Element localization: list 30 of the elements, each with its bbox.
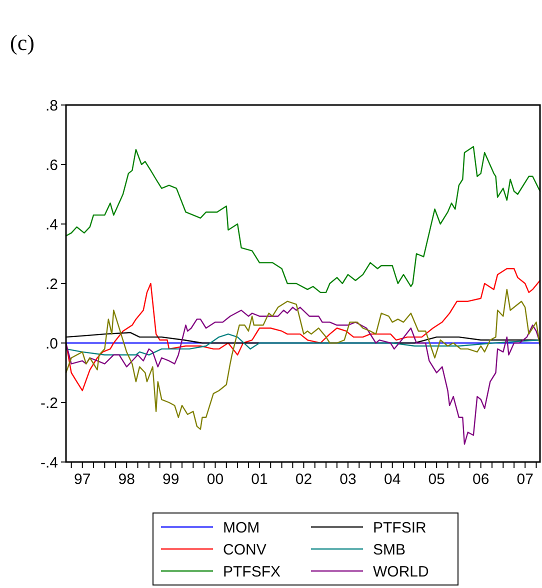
y-tick-label: .4 bbox=[45, 216, 58, 234]
legend-label: MOM bbox=[223, 519, 260, 536]
y-tick-label: -.4 bbox=[40, 454, 58, 472]
line-series bbox=[65, 306, 541, 445]
line-series bbox=[65, 288, 541, 430]
line-series bbox=[65, 146, 541, 294]
x-tick-label: 01 bbox=[251, 471, 268, 488]
legend-label: CONV bbox=[223, 541, 266, 558]
x-tick-label: 99 bbox=[162, 471, 180, 488]
y-tick-label: -.2 bbox=[40, 394, 58, 412]
y-tick-label: .8 bbox=[45, 97, 58, 114]
legend-label: PTFSIR bbox=[373, 519, 426, 536]
legend-label: SMB bbox=[373, 541, 406, 558]
x-tick-label: 02 bbox=[295, 471, 312, 488]
x-tick-label: 98 bbox=[118, 471, 135, 488]
x-tick-label: 05 bbox=[428, 471, 445, 488]
x-tick-label: 04 bbox=[384, 471, 401, 488]
line-series bbox=[65, 268, 541, 392]
y-tick-label: .0 bbox=[45, 335, 58, 352]
legend-label: PTFSFX bbox=[223, 563, 281, 580]
x-tick-label: 97 bbox=[74, 471, 91, 488]
line-series bbox=[65, 333, 541, 356]
y-tick-label: .6 bbox=[45, 156, 58, 174]
y-tick-label: .2 bbox=[45, 276, 58, 293]
x-tick-label: 00 bbox=[206, 471, 224, 488]
legend-label: WORLD bbox=[373, 563, 429, 580]
x-tick-label: 03 bbox=[340, 471, 356, 488]
x-tick-label: 07 bbox=[516, 471, 534, 488]
x-tick-label: 06 bbox=[472, 471, 490, 488]
chart-title: (c) bbox=[10, 30, 34, 55]
